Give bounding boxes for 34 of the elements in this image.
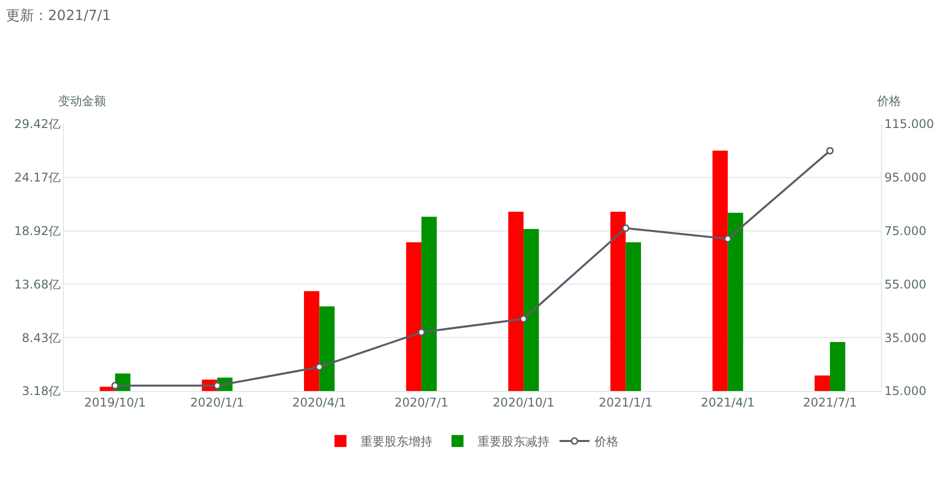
legend-label: 重要股东减持 (478, 434, 550, 449)
y-axis-title: 变动金额 (58, 94, 106, 108)
legend-label: 价格 (594, 434, 618, 449)
x-tick-label: 2021/7/1 (802, 395, 857, 410)
x-tick-label: 2020/4/1 (292, 395, 346, 410)
y-tick-label: 3.18亿 (22, 384, 61, 398)
y-tick-label: 24.17亿 (14, 170, 61, 185)
x-tick-label: 2020/1/1 (190, 395, 244, 410)
text: 更新：2021/7/1 (6, 8, 111, 24)
y2-tick-label: 95.000 (884, 170, 926, 185)
y2-tick-label: 35.000 (884, 330, 926, 345)
y2-tick-label: 15.000 (884, 384, 926, 398)
y-tick-label: 8.43亿 (22, 330, 61, 345)
y2-tick-label: 75.000 (884, 224, 926, 238)
point (418, 328, 426, 336)
x-tick-label: 2019/10/1 (84, 395, 146, 410)
point (316, 363, 324, 371)
y-tick-label: 29.42亿 (14, 117, 61, 132)
y2-tick-label: 55.000 (884, 277, 926, 292)
point (826, 146, 834, 154)
point (520, 315, 528, 323)
legend-label: 重要股东增持 (360, 434, 432, 449)
x-tick-label: 2021/4/1 (700, 395, 755, 410)
y2-tick-label: 115.000 (884, 117, 934, 132)
x-tick-label: 2021/1/1 (598, 395, 653, 410)
y-tick-label: 13.68亿 (14, 277, 61, 292)
point (111, 382, 119, 390)
x-tick-label: 2020/7/1 (394, 395, 448, 410)
point (724, 235, 732, 243)
y2-axis-title: 价格 (876, 94, 901, 108)
x-tick-label: 2020/10/1 (492, 395, 554, 410)
point (213, 382, 221, 390)
y-tick-label: 18.92亿 (14, 224, 61, 238)
point (622, 224, 630, 232)
